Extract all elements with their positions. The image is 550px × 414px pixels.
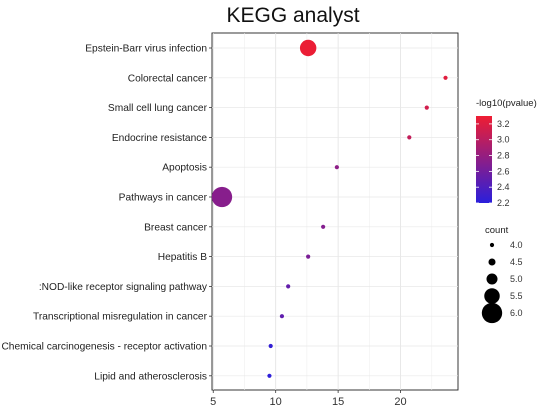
data-point <box>443 75 448 80</box>
data-point <box>334 165 339 170</box>
color-legend-title: -log10(pvalue) <box>476 98 537 109</box>
size-legend-label: 5.5 <box>510 291 523 301</box>
y-tick-label: Lipid and atherosclerosis <box>94 371 207 382</box>
y-tick-label: Epstein-Barr virus infection <box>85 44 207 55</box>
colorbar-tick-label: 2.4 <box>497 182 510 192</box>
size-legend-label: 6.0 <box>510 308 523 318</box>
y-tick-label: Colorectal cancer <box>128 73 208 84</box>
size-legend-label: 4.0 <box>510 240 523 250</box>
y-tick-label: Hepatitis B <box>158 252 207 263</box>
y-axis: Epstein-Barr virus infection Colorectal c… <box>1 44 212 382</box>
x-axis: 5 10 15 20 <box>210 390 407 408</box>
size-legend-circle <box>489 242 495 248</box>
colorbar-tick-label: 3.0 <box>497 135 510 145</box>
y-tick-label: Breast cancer <box>144 222 207 233</box>
data-point <box>279 314 285 319</box>
color-legend: -log10(pvalue) 3.2 3.0 2.8 2.6 2.4 2.2 <box>476 98 537 208</box>
y-tick-label: Pathways in cancer <box>119 193 208 204</box>
size-legend-label: 4.5 <box>510 257 523 267</box>
size-legend-circle <box>484 288 500 304</box>
colorbar-tick-label: 2.2 <box>497 198 510 208</box>
x-tick-label: 20 <box>394 396 406 408</box>
x-tick-label: 5 <box>210 396 216 408</box>
colorbar <box>476 116 492 203</box>
y-tick-label: Small cell lung cancer <box>108 103 208 114</box>
y-tick-label: Transcriptional misregulation in cancer <box>33 312 208 323</box>
colorbar-tick-label: 2.6 <box>497 166 510 176</box>
colorbar-tick-label: 3.2 <box>497 119 510 129</box>
data-point <box>407 135 412 140</box>
data-point <box>424 105 429 110</box>
chart-title: KEGG analyst <box>226 4 359 27</box>
plot-area <box>211 32 459 391</box>
y-tick-label: Endocrine resistance <box>112 133 207 144</box>
y-tick-label: :NOD-like receptor signaling pathway <box>39 282 208 293</box>
colorbar-tick-label: 2.8 <box>497 151 510 161</box>
data-point <box>321 224 326 229</box>
size-legend-title: count <box>485 225 509 236</box>
data-point <box>299 39 317 57</box>
y-tick-label: Apoptosis <box>162 163 207 174</box>
size-legend-circle <box>486 273 498 285</box>
data-point <box>306 254 311 259</box>
size-legend-circle <box>481 302 503 324</box>
data-point <box>211 186 233 208</box>
data-point <box>267 373 272 378</box>
plot-frame <box>211 32 459 391</box>
data-point <box>286 284 291 289</box>
data-point <box>268 343 273 349</box>
x-tick-label: 15 <box>332 396 344 408</box>
y-tick-label: Chemical carcinogenesis - receptor activ… <box>1 342 207 353</box>
size-legend-label: 5.0 <box>510 274 523 284</box>
data-points <box>211 39 448 378</box>
x-tick-label: 10 <box>270 396 282 408</box>
size-legend-circle <box>488 258 496 266</box>
size-legend: count 4.0 4.5 5.0 5.5 6.0 <box>481 225 523 324</box>
